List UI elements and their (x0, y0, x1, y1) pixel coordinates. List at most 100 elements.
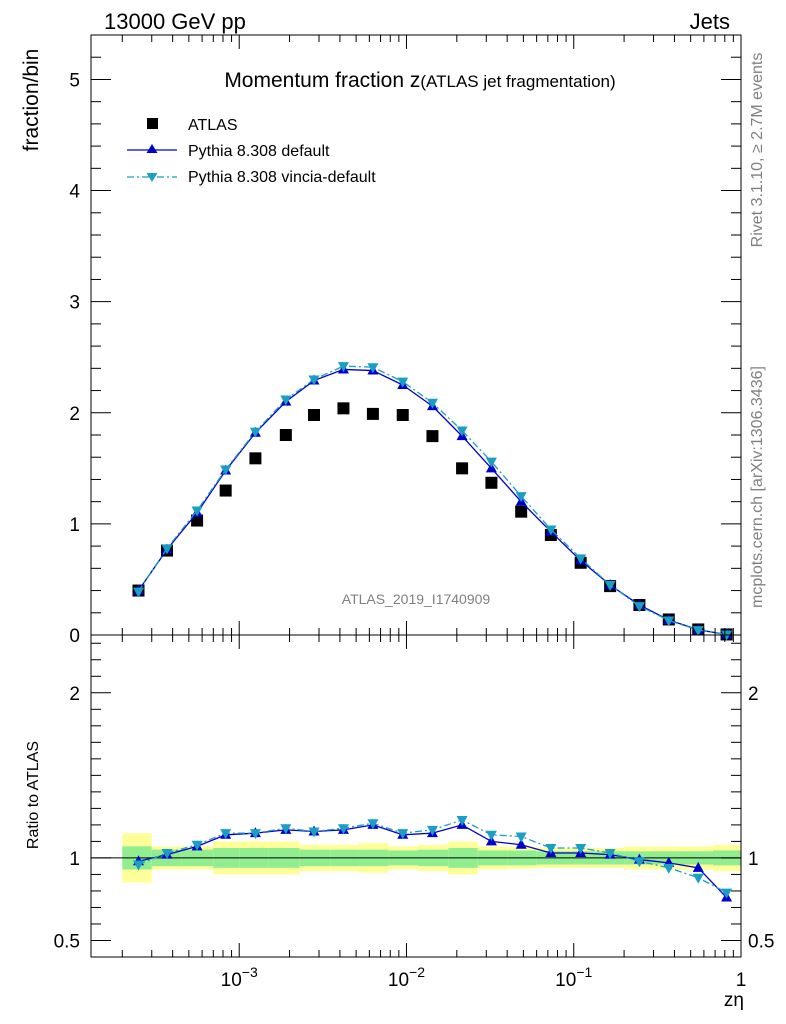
analysis-label: ATLAS_2019_I1740909 (342, 591, 491, 607)
y-tick-label: 1 (69, 849, 80, 870)
marker-ratio-default (515, 838, 527, 849)
marker-ratio-vincia (456, 815, 468, 826)
marker-ratio-vincia (663, 863, 675, 874)
title-z: z (410, 69, 421, 92)
x-tick-label-exponent: −2 (409, 964, 425, 980)
marker-vincia (280, 395, 292, 406)
x-axis-label: zη (724, 990, 744, 1011)
marker-vincia (545, 525, 557, 536)
x-ticks (121, 35, 742, 957)
x-tick-label: 1 (736, 970, 747, 991)
marker-ratio-vincia (280, 824, 292, 835)
marker-ratio-vincia (367, 819, 379, 830)
ratio-ylabel: Ratio to ATLAS (25, 741, 42, 849)
legend-label-vincia: Pythia 8.308 vincia-default (188, 169, 376, 186)
x-tick-label: 10−1 (555, 964, 592, 991)
marker-ratio-vincia (633, 857, 645, 868)
data-point-atlas (191, 514, 204, 527)
title-main: Momentum fraction (224, 69, 410, 92)
data-point-atlas (219, 484, 232, 497)
category-label: Jets (690, 9, 730, 34)
marker-ratio-vincia (191, 840, 203, 851)
marker-ratio-vincia (337, 824, 349, 835)
marker-ratio-vincia (485, 830, 497, 841)
marker-ratio-vincia (426, 825, 438, 836)
marker-vincia (249, 427, 261, 438)
marker-vincia (191, 506, 203, 517)
title-sub: (ATLAS jet fragmentation) (420, 72, 615, 91)
data-point-atlas (456, 462, 469, 475)
y-tick-label-right: 2 (748, 684, 759, 705)
marker-vincia (692, 626, 704, 637)
marker-ratio-vincia (692, 873, 704, 884)
marker-vincia (485, 457, 497, 468)
data-point-atlas (307, 409, 320, 421)
x-tick-label: 10−2 (388, 964, 425, 991)
data-point-atlas (279, 429, 292, 441)
marker-ratio-vincia (161, 848, 173, 859)
source-label: mcplots.cern.ch [arXiv:1306.3436] (749, 366, 766, 608)
x-tick-label-base: 1 (736, 970, 747, 991)
marker-vincia (308, 375, 320, 386)
marker-vincia (220, 465, 232, 476)
y-tick-label: 1 (69, 515, 80, 536)
marker-ratio-vincia (308, 827, 320, 838)
y-tick-label-right: 0.5 (748, 931, 774, 952)
energy-label: 13000 GeV pp (104, 9, 246, 34)
marker-vincia (426, 398, 438, 409)
marker-vincia (133, 587, 145, 598)
marker-ratio-vincia (220, 829, 232, 840)
x-tick-label-base: 10 (221, 970, 242, 991)
data-point-atlas (337, 402, 350, 415)
main-ylabel: fraction/bin (20, 49, 43, 152)
marker-ratio-vincia (604, 848, 616, 859)
marker-vincia (663, 616, 675, 627)
marker-vincia (515, 492, 527, 503)
x-tick-label: 10−3 (221, 964, 258, 991)
marker-vincia (337, 362, 349, 373)
y-tick-label: 3 (69, 293, 80, 314)
data-point-atlas (396, 409, 409, 421)
x-tick-label-base: 10 (555, 970, 576, 991)
legend: ATLAS Pythia 8.308 default Pythia 8.308 … (127, 117, 376, 186)
marker-vincia (575, 554, 587, 565)
marker-vincia (604, 581, 616, 591)
data-point-atlas (426, 430, 439, 443)
series-vincia (133, 362, 733, 641)
ratio-y-ticks (91, 642, 741, 941)
data-point-atlas (366, 407, 379, 420)
main-panel: 0 1 2 3 4 5 (69, 34, 742, 647)
marker-vincia (367, 363, 379, 374)
series-ratio-vincia (133, 815, 733, 899)
y-tick-label: 0.5 (54, 931, 80, 952)
legend-marker-atlas (147, 118, 158, 129)
marker-vincia (397, 377, 409, 388)
marker-ratio-vincia (545, 844, 557, 855)
data-point-atlas (485, 476, 498, 489)
marker-vincia (161, 544, 173, 555)
y-tick-label: 2 (69, 684, 80, 705)
ratio-panel: 10−3 10−2 10−1 10.5 0.51 12 2 (54, 35, 774, 991)
legend-label-atlas: ATLAS (188, 117, 238, 134)
y-tick-label: 5 (69, 70, 80, 91)
marker-vincia (633, 602, 645, 613)
marker-ratio-vincia (721, 888, 733, 899)
y-tick-label: 2 (69, 404, 80, 425)
marker-vincia (456, 426, 468, 437)
marker-ratio-vincia (575, 844, 587, 855)
x-tick-label-exponent: −1 (576, 964, 592, 980)
y-tick-label-right: 1 (748, 849, 759, 870)
y-tick-label: 4 (69, 182, 80, 203)
legend-marker-default (146, 144, 158, 153)
legend-label-default: Pythia 8.308 default (188, 143, 330, 160)
marker-ratio-vincia (249, 829, 261, 840)
x-tick-label-exponent: −3 (242, 964, 258, 980)
marker-ratio-vincia (133, 860, 145, 871)
data-point-atlas (515, 505, 528, 518)
marker-ratio-default (692, 861, 704, 872)
marker-vincia (721, 630, 733, 641)
rivet-label: Rivet 3.1.10, ≥ 2.7M events (749, 53, 766, 248)
y-tick-label: 0 (69, 626, 80, 647)
data-point-atlas (249, 452, 262, 465)
